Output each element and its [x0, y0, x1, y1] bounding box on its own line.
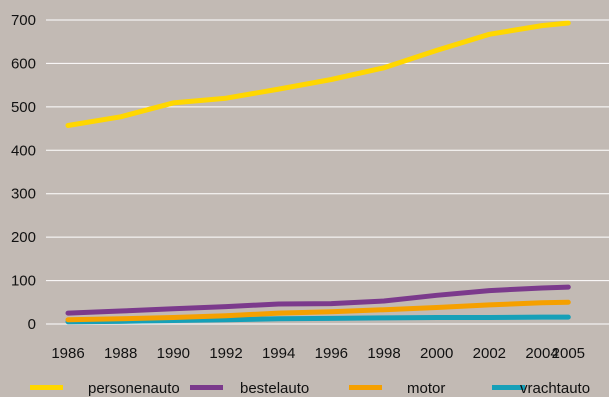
gridlines: [46, 19, 609, 325]
y-tick-label: 400: [11, 142, 36, 159]
y-tick-label: 700: [11, 12, 36, 29]
x-tick-label: 2005: [552, 345, 585, 362]
x-tick-label: 1986: [51, 345, 84, 362]
legend-swatch-bestelauto: [190, 385, 223, 390]
y-tick-label: 300: [11, 186, 36, 203]
y-tick-label: 200: [11, 229, 36, 246]
series-line-vrachtauto: [65, 314, 571, 325]
legend-swatch-motor: [349, 385, 382, 390]
legend-swatch-personenauto: [30, 385, 63, 390]
x-tick-label: 1996: [315, 345, 348, 362]
y-axis-tick-labels: 0 100 200 300 400 500 600 700: [11, 12, 36, 333]
series-line-bestelauto: [65, 284, 571, 316]
x-axis-tick-labels: 1986 1988 1990 1992 1994 1996 1998 2000 2002 2004…: [51, 345, 585, 362]
legend: personenauto bestelauto motor vrachtauto: [30, 380, 590, 397]
x-tick-label: 2002: [473, 345, 506, 362]
series-line-motor: [65, 299, 571, 323]
x-tick-label: 2004: [525, 345, 558, 362]
legend-label-vrachtauto: vrachtauto: [520, 380, 590, 397]
legend-label-personenauto: personenauto: [88, 380, 180, 397]
y-tick-label: 0: [28, 316, 36, 333]
x-tick-label: 1988: [104, 345, 137, 362]
x-tick-label: 1998: [367, 345, 400, 362]
x-tick-label: 2000: [420, 345, 453, 362]
series-line-personenauto: [65, 20, 571, 128]
y-tick-label: 100: [11, 273, 36, 290]
legend-label-motor: motor: [407, 380, 445, 397]
y-tick-label: 500: [11, 99, 36, 116]
y-tick-label: 600: [11, 55, 36, 72]
legend-label-bestelauto: bestelauto: [240, 380, 309, 397]
x-tick-label: 1992: [209, 345, 242, 362]
x-tick-label: 1990: [157, 345, 190, 362]
series-lines: [65, 20, 571, 325]
legend-swatch-vrachtauto: [492, 385, 525, 390]
x-tick-label: 1994: [262, 345, 295, 362]
